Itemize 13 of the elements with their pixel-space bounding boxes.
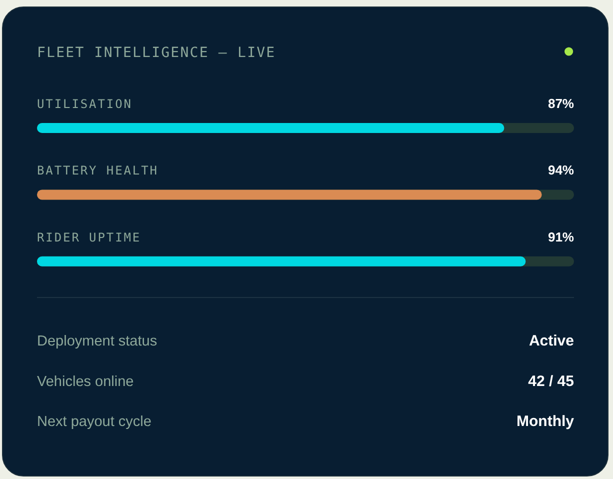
chart-title: FLEET INTELLIGENCE — LIVE (37, 45, 276, 61)
y-tick-label: RIDER UPTIME (37, 230, 142, 244)
text: Monthly (516, 413, 575, 430)
text: 42 / 45 (528, 372, 574, 390)
text: Deployment status (37, 334, 158, 350)
data-label: 94% (548, 162, 574, 178)
text: Next payout cycle (37, 414, 152, 430)
data-label: 87% (548, 96, 574, 111)
data-label: 91% (548, 229, 574, 244)
text: Vehicles online (37, 374, 134, 390)
y-tick-label: UTILISATION (37, 97, 132, 111)
y-tick-label: BATTERY HEALTH (37, 164, 158, 178)
text: Active (528, 332, 574, 350)
